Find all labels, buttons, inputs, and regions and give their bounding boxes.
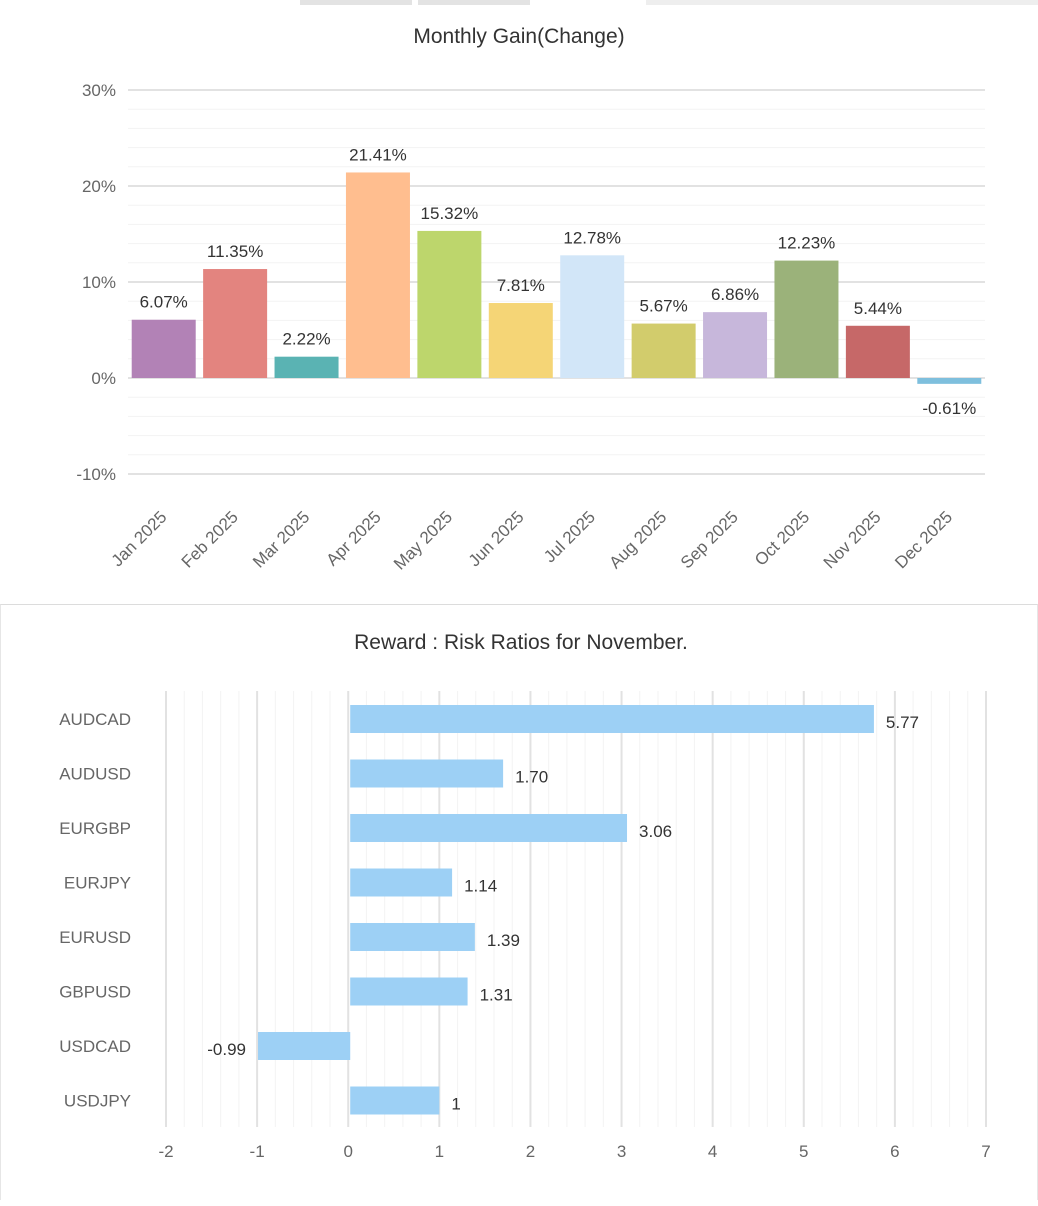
x-tick-label: 2	[526, 1142, 535, 1161]
y-tick-label: 10%	[82, 273, 116, 292]
bar-value-label: 1.31	[480, 986, 513, 1005]
x-tick-label: 5	[799, 1142, 808, 1161]
bar-apr-2025[interactable]	[345, 172, 410, 378]
bar-value-label: -0.61%	[922, 399, 976, 418]
bar-value-label: 3.06	[639, 822, 672, 841]
x-tick-label: 0	[343, 1142, 352, 1161]
y-tick-label: -10%	[76, 465, 116, 484]
x-tick-label: -1	[250, 1142, 265, 1161]
x-tick-label: Oct 2025	[751, 507, 813, 569]
x-tick-label: Mar 2025	[249, 507, 313, 571]
y-tick-label: 30%	[82, 81, 116, 100]
bar-mar-2025[interactable]	[274, 356, 339, 378]
bar-feb-2025[interactable]	[203, 269, 268, 378]
tab-indicator[interactable]	[646, 0, 1038, 5]
monthly-gain-chart: Monthly Gain(Change) -10% 0% 10% 20% 30% 6.0…	[76, 25, 985, 574]
bar-oct-2025[interactable]	[774, 260, 839, 378]
bar-jan-2025[interactable]	[131, 319, 196, 378]
x-tick-label: 3	[617, 1142, 626, 1161]
bar-audusd[interactable]	[350, 759, 504, 788]
y-tick-label: 0%	[91, 369, 116, 388]
x-tick-label: May 2025	[390, 507, 456, 573]
reward-risk-panel: Reward : Risk Ratios for November. 5.77 1…	[0, 604, 1038, 1200]
x-tick-label: Jul 2025	[540, 507, 599, 566]
bar-value-label: 11.35%	[207, 242, 263, 261]
x-tick-label: -2	[158, 1142, 173, 1161]
bar-value-label: 21.41%	[349, 145, 407, 164]
x-tick-label: Feb 2025	[178, 507, 242, 571]
monthly-gain-panel: Monthly Gain(Change) -10% 0% 10% 20% 30% 6.0…	[0, 6, 1038, 604]
bar-usdjpy[interactable]	[350, 1086, 440, 1115]
bar-value-label: 15.32%	[421, 204, 479, 223]
reward-risk-chart: Reward : Risk Ratios for November. 5.77 1…	[59, 631, 991, 1161]
bar-sep-2025[interactable]	[703, 312, 768, 378]
tab-indicator[interactable]	[418, 0, 530, 5]
bar-aug-2025[interactable]	[631, 323, 696, 378]
chart-title: Monthly Gain(Change)	[413, 25, 624, 48]
category-label: USDJPY	[64, 1092, 131, 1111]
category-label: EURJPY	[64, 874, 131, 893]
x-tick-label: Aug 2025	[606, 507, 671, 572]
bar-eurjpy[interactable]	[350, 868, 453, 897]
bar-value-label: 5.67%	[640, 297, 688, 316]
bar-value-label: 12.23%	[778, 234, 836, 253]
bar-value-label: 6.86%	[711, 285, 759, 304]
x-tick-label: Dec 2025	[891, 507, 956, 572]
x-tick-label: Jan 2025	[108, 507, 171, 570]
tab-indicator[interactable]	[300, 0, 412, 5]
bar-value-label: 5.44%	[854, 299, 902, 318]
x-tick-label: Apr 2025	[323, 507, 385, 569]
y-tick-label: 20%	[82, 177, 116, 196]
category-label: EURUSD	[59, 928, 131, 947]
chart-title: Reward : Risk Ratios for November.	[354, 631, 688, 654]
bar-nov-2025[interactable]	[845, 325, 910, 378]
category-label: GBPUSD	[59, 983, 131, 1002]
bar-eurgbp[interactable]	[350, 814, 628, 842]
x-tick-label: Sep 2025	[677, 507, 742, 572]
bar-may-2025[interactable]	[417, 230, 482, 378]
bar-value-label: 1	[451, 1095, 460, 1114]
bar-jul-2025[interactable]	[560, 255, 625, 378]
bar-value-label: 2.22%	[282, 330, 330, 349]
top-tab-strip	[0, 0, 1038, 6]
x-tick-label: 1	[435, 1142, 444, 1161]
bar-value-label: 1.14	[464, 877, 497, 896]
bar-eurusd[interactable]	[350, 923, 475, 951]
category-label: EURGBP	[59, 819, 131, 838]
bar-usdcad[interactable]	[258, 1032, 351, 1060]
bar-value-label: 1.39	[487, 931, 520, 950]
x-tick-label: 6	[890, 1142, 899, 1161]
bar-jun-2025[interactable]	[488, 303, 553, 378]
bar-value-label: 5.77	[886, 713, 919, 732]
bar-value-label: 1.70	[515, 768, 548, 787]
category-label: AUDUSD	[59, 765, 131, 784]
bar-gbpusd[interactable]	[350, 977, 468, 1006]
x-tick-label: Jun 2025	[465, 507, 528, 570]
bar-value-label: 7.81%	[497, 276, 545, 295]
bar-value-label: 6.07%	[140, 293, 188, 312]
x-tick-label: 7	[981, 1142, 990, 1161]
x-tick-label: Nov 2025	[820, 507, 885, 572]
bar-audcad[interactable]	[350, 705, 874, 733]
bar-value-label: -0.99	[207, 1040, 246, 1059]
bar-dec-2025[interactable]	[917, 378, 982, 384]
category-label: AUDCAD	[59, 710, 131, 729]
x-tick-label: 4	[708, 1142, 717, 1161]
category-label: USDCAD	[59, 1037, 131, 1056]
bar-value-label: 12.78%	[563, 228, 621, 247]
